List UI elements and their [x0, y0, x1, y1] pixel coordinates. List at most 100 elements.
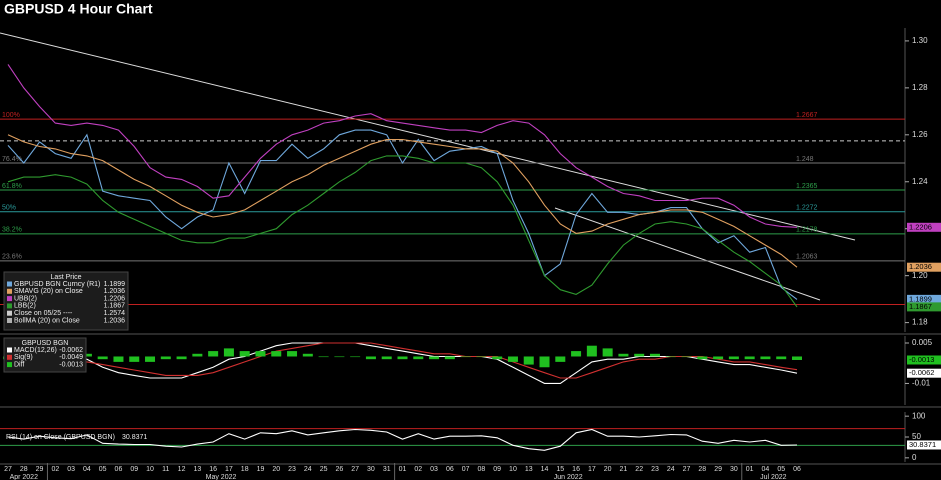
diff-bar — [618, 353, 629, 357]
value-badge-label: 30.8371 — [909, 440, 936, 449]
x-tick-label: 09 — [493, 466, 501, 473]
x-tick-label: 18 — [241, 466, 249, 473]
y-tick-label: 1.28 — [912, 83, 928, 92]
diff-bar — [792, 356, 802, 360]
diff-bar — [744, 356, 755, 360]
x-tick-label: 05 — [777, 466, 785, 473]
month-label: Apr 2022 — [10, 474, 39, 480]
x-tick-label: 04 — [83, 466, 91, 473]
x-tick-label: 28 — [20, 466, 28, 473]
x-tick-label: 01 — [399, 466, 407, 473]
value-badge — [907, 262, 941, 272]
diff-bar — [760, 356, 771, 360]
series-line — [7, 428, 798, 451]
value-badge — [907, 440, 941, 450]
x-tick-label: 15 — [556, 466, 564, 473]
legend-label: BollMA (20) on Close — [14, 317, 80, 324]
x-tick-label: 30 — [730, 466, 738, 473]
value-badge-label: -0.0013 — [909, 355, 934, 364]
diff-bar — [381, 356, 392, 360]
x-tick-label: 10 — [509, 466, 517, 473]
legend-label: UBB(2) — [14, 295, 37, 302]
legend-label: GBPUSD BGN Curncy (R1) — [14, 281, 100, 288]
y-tick-label: 1.18 — [912, 318, 928, 327]
y-tick-label: 0 — [912, 453, 917, 462]
x-tick-label: 22 — [635, 466, 643, 473]
x-tick-label: 11 — [162, 466, 169, 473]
diff-bar — [728, 356, 739, 360]
x-tick-label: 03 — [430, 466, 438, 473]
diff-bar — [602, 348, 613, 357]
value-badge-label: 1.1867 — [909, 302, 932, 311]
diff-bar — [413, 356, 424, 360]
value-badge — [907, 355, 941, 365]
y-tick-label: 1.20 — [912, 271, 928, 280]
x-tick-label: 19 — [257, 466, 265, 473]
x-tick-label: 05 — [99, 466, 107, 473]
value-badge — [907, 302, 941, 312]
legend-value: 1.1899 — [104, 281, 126, 288]
diff-bar — [129, 356, 140, 362]
legend-value: 1.2574 — [104, 310, 126, 317]
diff-bar — [634, 353, 645, 357]
diff-bar — [507, 356, 518, 362]
level-value: 1.2667 — [796, 112, 818, 119]
diff-bar — [649, 353, 660, 357]
x-tick-label: 02 — [51, 466, 59, 473]
legend-value: -0.0013 — [59, 361, 83, 368]
level-label: 100% — [2, 112, 20, 119]
series-line — [7, 342, 798, 379]
x-tick-label: 06 — [793, 466, 801, 473]
x-tick-label: 16 — [209, 466, 217, 473]
y-tick-label: 50 — [912, 432, 921, 441]
x-tick-label: 20 — [604, 466, 612, 473]
x-tick-label: 17 — [588, 466, 596, 473]
diff-bar — [397, 356, 408, 360]
value-badge — [907, 294, 941, 304]
series-line — [7, 64, 798, 228]
legend-label: Close on 05/25 ---- — [14, 310, 73, 317]
x-tick-label: 06 — [446, 466, 454, 473]
x-tick-label: 01 — [746, 466, 754, 473]
x-tick-label: 17 — [225, 466, 233, 473]
x-tick-label: 24 — [304, 466, 312, 473]
x-tick-label: 24 — [667, 466, 675, 473]
legend-swatch — [7, 318, 12, 323]
diff-bar — [334, 356, 345, 358]
value-badge — [907, 222, 941, 232]
diff-bar — [318, 356, 329, 358]
diff-bar — [223, 348, 234, 357]
value-badge-label: 1.2206 — [909, 222, 932, 231]
legend-value: 1.2036 — [104, 317, 126, 324]
x-tick-label: 04 — [762, 466, 770, 473]
level-label: 23.6% — [2, 254, 22, 261]
diff-bar — [539, 356, 550, 368]
level-label: 61.8% — [2, 183, 22, 190]
x-tick-label: 23 — [651, 466, 659, 473]
diff-bar — [145, 356, 156, 362]
x-tick-label: 21 — [620, 466, 628, 473]
y-tick-label: 1.30 — [912, 36, 928, 45]
diff-bar — [350, 356, 361, 358]
legend-swatch — [7, 303, 12, 309]
diff-bar — [697, 356, 708, 360]
x-tick-label: 28 — [698, 466, 706, 473]
legend-title: GBPUSD BGN — [22, 340, 69, 347]
level-value: 1.248 — [796, 156, 814, 163]
y-tick-label: 100 — [912, 411, 926, 420]
y-tick-label: 1.26 — [912, 130, 928, 139]
x-tick-label: 27 — [351, 466, 359, 473]
level-label: 50% — [2, 205, 16, 212]
trend-line — [554, 207, 821, 301]
x-tick-label: 02 — [414, 466, 422, 473]
diff-bar — [97, 356, 108, 360]
diff-bar — [113, 356, 124, 362]
legend-value: 1.2036 — [104, 288, 126, 295]
x-tick-label: 26 — [335, 466, 343, 473]
x-tick-label: 12 — [178, 466, 186, 473]
diff-bar — [239, 351, 250, 357]
diff-bar — [444, 356, 455, 360]
diff-bar — [429, 356, 440, 360]
diff-bar — [476, 356, 487, 358]
x-tick-label: 29 — [714, 466, 722, 473]
